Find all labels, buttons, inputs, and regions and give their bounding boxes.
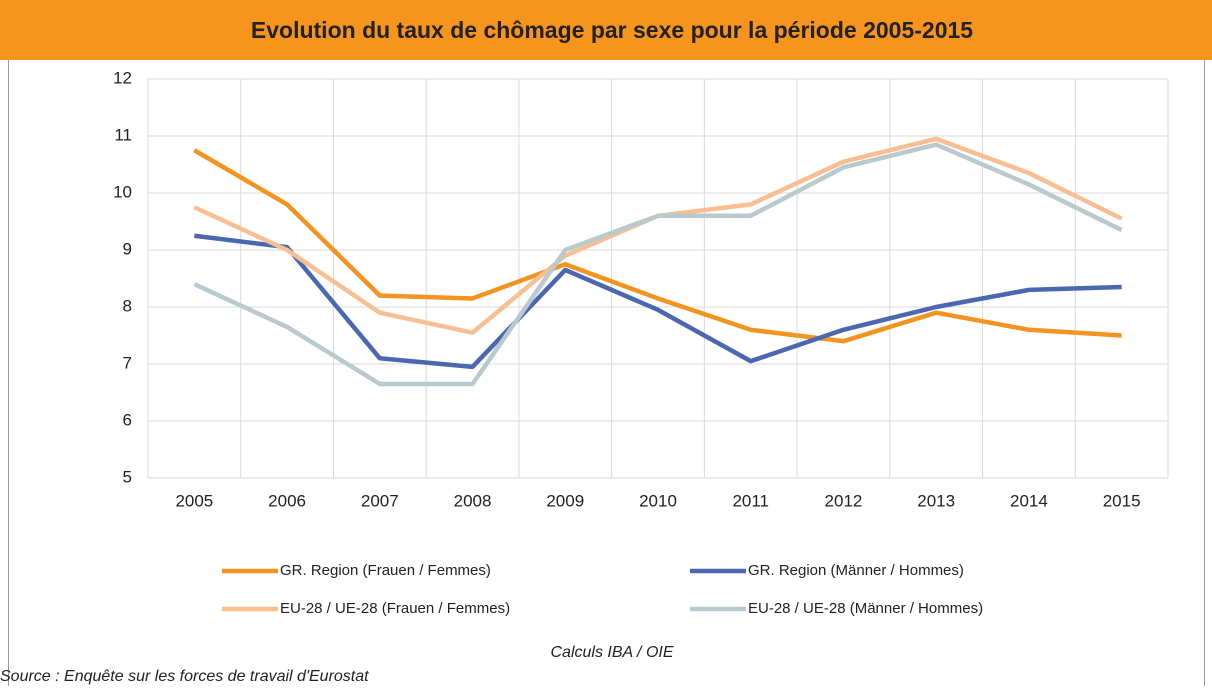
y-tick-label: 5 — [123, 467, 132, 486]
source: Source : Enquête sur les forces de trava… — [0, 668, 369, 685]
y-tick-label: 10 — [113, 182, 132, 201]
y-tick-label: 8 — [123, 296, 132, 315]
series-line — [194, 233, 1122, 370]
x-tick-label: 2014 — [1010, 491, 1048, 510]
y-tick-label: 12 — [113, 68, 132, 87]
legend-label: EU-28 / UE-28 (Männer / Hommes) — [748, 600, 983, 617]
series-line — [193, 148, 1122, 344]
x-tick-label: 2015 — [1103, 491, 1141, 510]
x-tick-label: 2011 — [732, 491, 769, 510]
y-tick-label: 6 — [123, 410, 132, 429]
title-bar — [0, 0, 1212, 60]
x-tick-label: 2013 — [917, 491, 955, 510]
note: Calculs IBA / OIE — [551, 644, 674, 661]
y-tick-label: 7 — [123, 353, 132, 372]
x-tick-label: 2009 — [546, 491, 584, 510]
x-tick-label: 2005 — [175, 491, 213, 510]
x-tick-label: 2006 — [268, 491, 306, 510]
legend-label: GR. Region (Männer / Hommes) — [748, 562, 964, 579]
y-tick-label: 9 — [123, 239, 132, 258]
x-tick-label: 2010 — [639, 491, 677, 510]
legend-label: GR. Region (Frauen / Femmes) — [280, 562, 491, 579]
chart-title: Evolution du taux de chômage par sexe po… — [251, 17, 973, 43]
series-line — [193, 142, 1123, 387]
x-tick-label: 2007 — [361, 491, 399, 510]
x-tick-label: 2008 — [454, 491, 492, 510]
x-tick-label: 2012 — [825, 491, 863, 510]
y-tick-label: 11 — [114, 125, 132, 144]
legend-label: EU-28 / UE-28 (Frauen / Femmes) — [280, 600, 510, 617]
